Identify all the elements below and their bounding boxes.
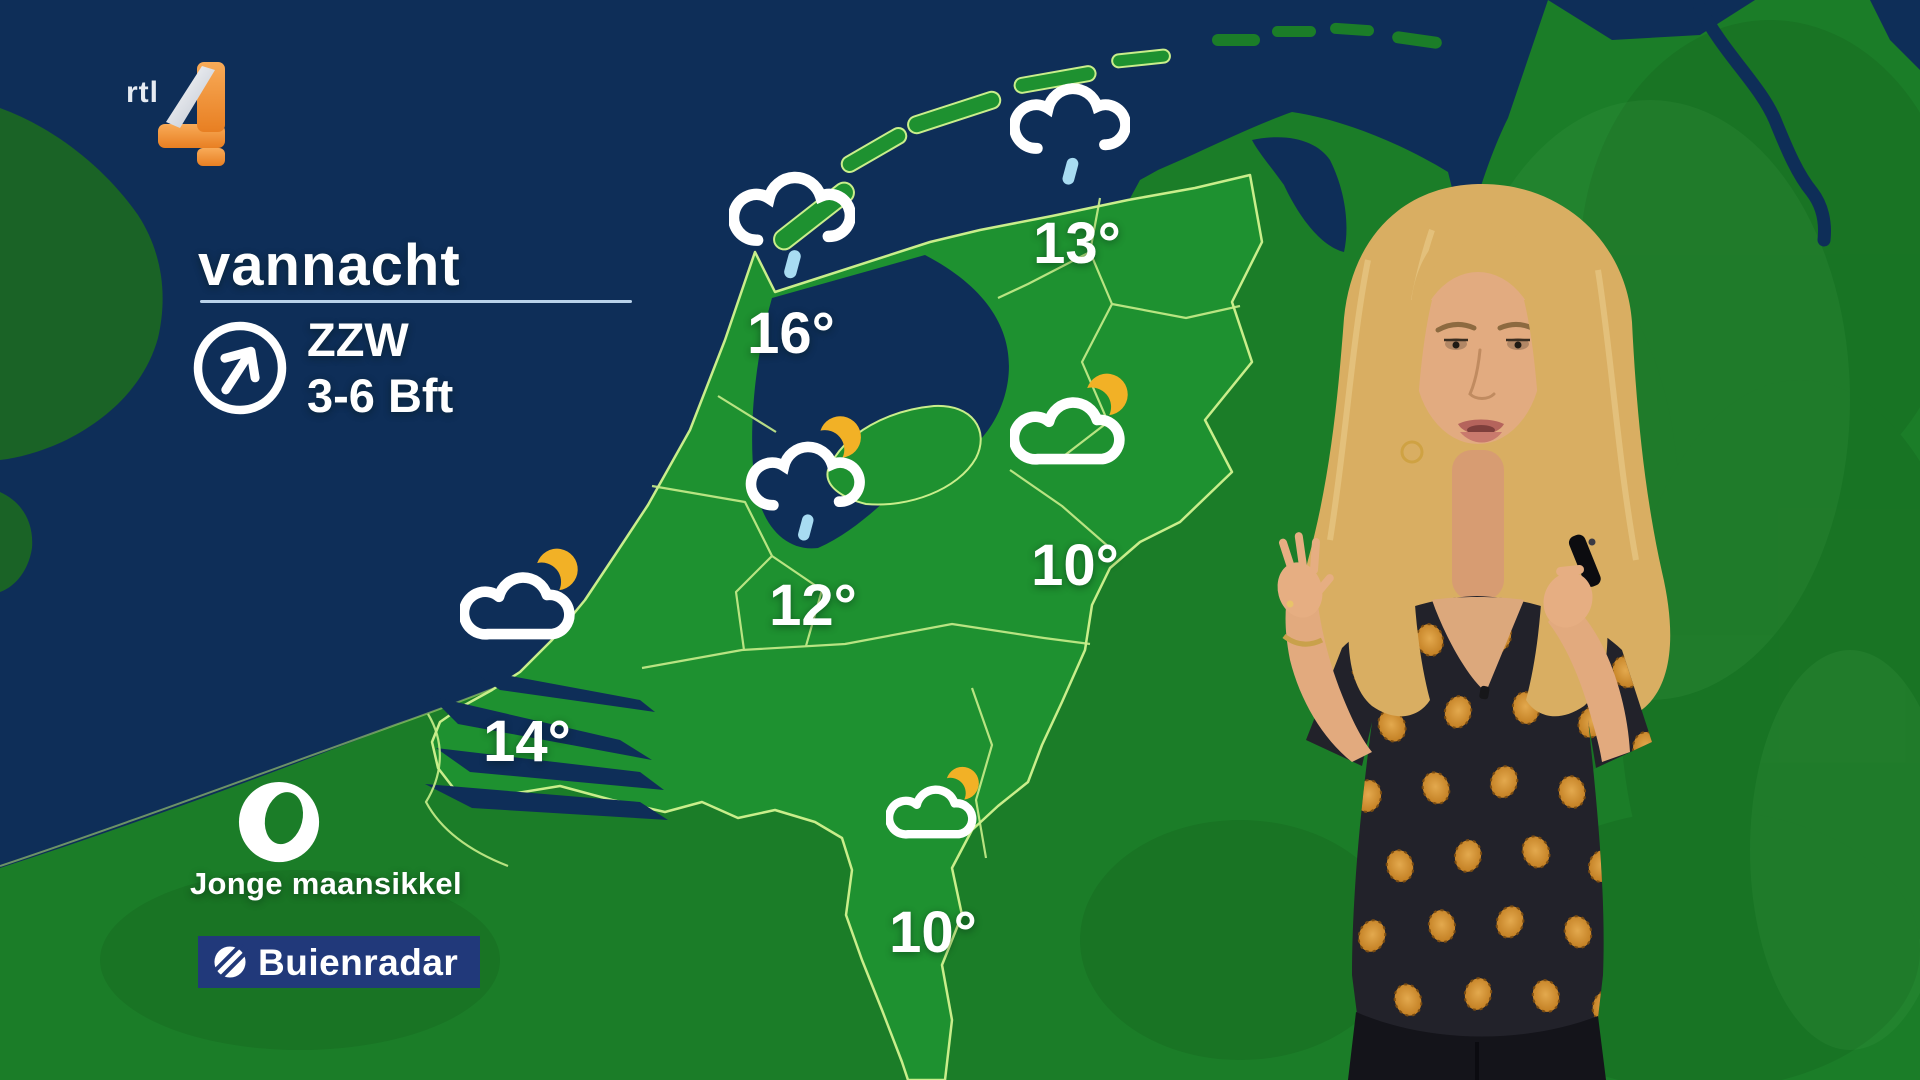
logo-4-diagonal [166,66,215,128]
wind-direction-arrow-icon [193,321,287,415]
rain-drop [798,514,814,541]
rain-drop [1062,157,1079,185]
hoop-earring [1400,440,1424,464]
rtl4-channel-logo: rtl 4 [126,62,225,166]
rain-cloud-icon [1010,83,1130,185]
wind-force: 3-6 Bft [307,369,454,422]
wind-direction: ZZW [307,313,409,366]
cloud-moon-icon [886,766,979,839]
crescent-moon-phase-icon [238,781,320,863]
v-neck-chest [1432,597,1524,692]
crescent-moon [820,416,861,458]
rain-cloud-icon [729,171,855,279]
province-borders [424,197,1241,868]
rain-drop [784,250,801,279]
ems-river [1693,1,1831,247]
clip-microphone [1479,685,1490,700]
cloud-moon-rain-icon [745,416,865,541]
crescent-moon [537,548,578,591]
ijsselmeer [752,255,1009,549]
flevoland [826,404,982,506]
temperature-zuid: 10° [889,900,977,965]
german-wadden-islands [1212,22,1442,49]
crescent-moon [946,766,979,800]
temperature-noordwest: 16° [747,301,835,366]
temperature-midden: 12° [769,573,857,638]
title-underline [200,300,632,303]
temperature-zuidwest: 14° [483,709,571,774]
buienradar-radar-icon [212,944,248,980]
england-landmass [0,108,163,592]
logo-4-foot [197,148,225,166]
hairline [1409,222,1547,330]
cloud-moon-icon [460,548,578,640]
temperature-noord: 13° [1033,211,1121,276]
face-features [1435,322,1539,443]
crescent-moon [1087,373,1128,416]
rtl-logo-text: rtl [126,76,159,109]
cloud-moon-icon [1010,373,1128,465]
presenter-right-arm [1277,532,1372,762]
presenter-neck [1452,450,1504,600]
gold-bracelet [1282,633,1324,647]
buienradar-logo-text: Buienradar [258,941,459,983]
presenter-clicker [1568,534,1601,587]
temperature-oost: 10° [1031,533,1119,598]
moon-phase-label: Jonge maansikkel [190,866,462,901]
presenter-left-arm [1543,534,1630,762]
forecast-title: vannacht [198,233,461,298]
buienradar-logo: Buienradar [198,936,480,988]
zeeland-channels [425,668,668,820]
